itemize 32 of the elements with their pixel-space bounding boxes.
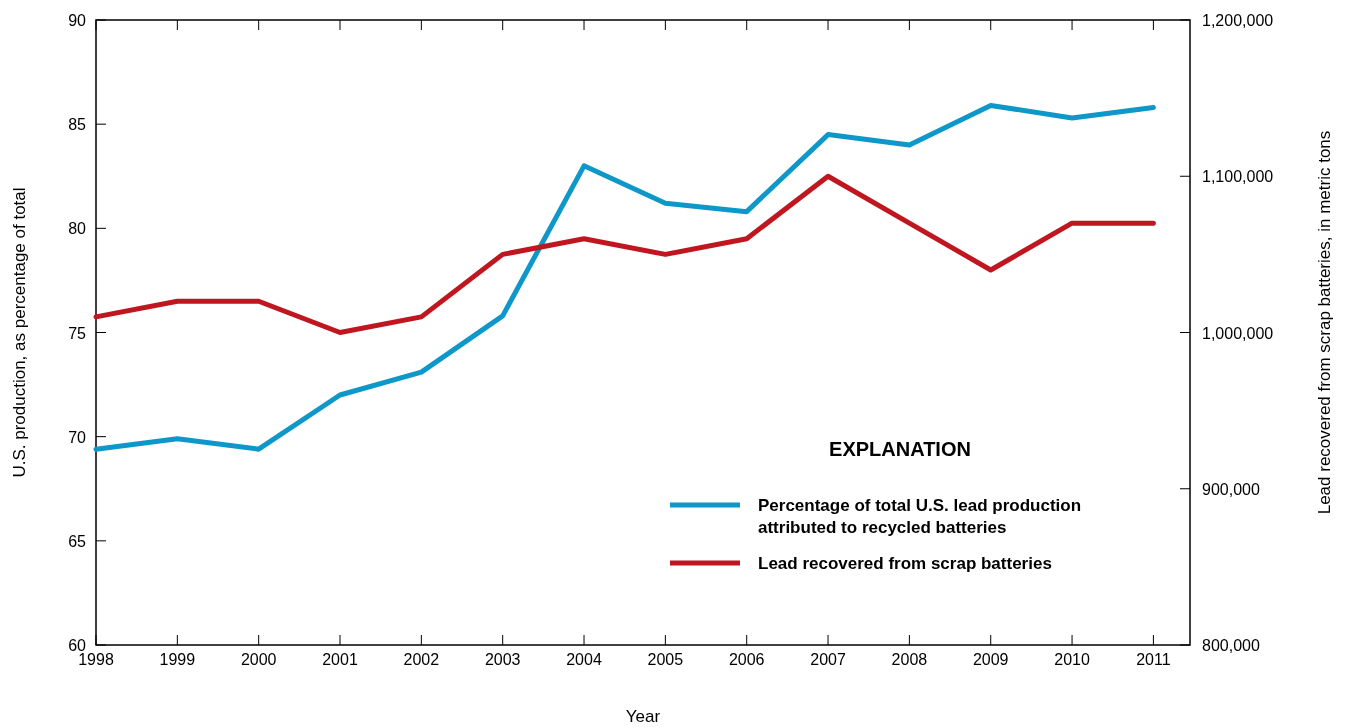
- x-tick-label: 2005: [647, 651, 684, 668]
- y-tick-label: 90: [68, 12, 87, 29]
- y-tick-label: 80: [68, 220, 87, 238]
- x-axis-title: Year: [625, 707, 661, 726]
- legend-label: Lead recovered from scrap batteries: [758, 554, 1052, 573]
- y-tick-label: 75: [68, 324, 87, 342]
- x-tick-label: 1999: [159, 651, 196, 668]
- legend-label: Percentage of total U.S. lead production attributed to recycled batteries: [758, 496, 1082, 537]
- x-tick-label: 2004: [566, 651, 602, 668]
- y-tick-label: 65: [68, 532, 87, 550]
- y2-tick-label: 1,100,000: [1202, 168, 1274, 186]
- y2-axis-title: Lead recovered from scrap batteries, in metric tons: [1315, 130, 1334, 515]
- x-tick-label: 2006: [728, 651, 765, 668]
- x-tick-label: 2008: [891, 651, 928, 668]
- x-tick-label: 2002: [403, 651, 440, 668]
- y2-tick-label: 1,200,000: [1202, 12, 1274, 29]
- y-axis-title: U.S. production, as percentage of total: [10, 187, 29, 478]
- y2-tick-label: 900,000: [1202, 480, 1260, 498]
- y-tick-label: 60: [68, 637, 87, 654]
- y-tick-label: 85: [68, 116, 87, 134]
- x-tick-label: 2003: [484, 651, 521, 668]
- x-tick-label: 2011: [1136, 651, 1171, 668]
- x-tick-label: 2000: [240, 651, 277, 668]
- x-tick-label: 2001: [322, 651, 358, 668]
- x-tick-label: 1998: [78, 651, 114, 668]
- x-tick-label: 2010: [1054, 651, 1090, 668]
- x-tick-label: 2007: [810, 651, 846, 668]
- y2-tick-label: 1,000,000: [1202, 324, 1274, 342]
- x-tick-label: 2009: [972, 651, 1009, 668]
- legend-title: EXPLANATION: [829, 438, 971, 460]
- y2-tick-label: 800,000: [1202, 637, 1260, 654]
- y-tick-label: 70: [68, 428, 87, 446]
